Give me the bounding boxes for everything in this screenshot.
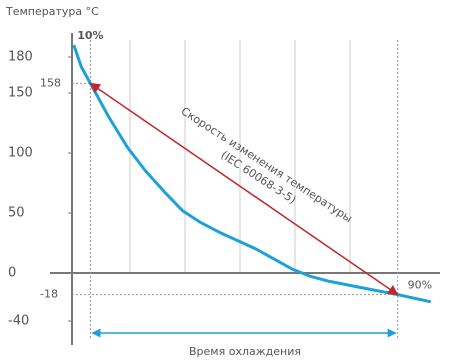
y-tick-label: 0 [8,266,16,281]
y-tick-label: 100 [8,146,33,161]
y-tick-label: 150 [8,86,33,101]
y-tick-label: 180 [8,50,33,65]
annotation-line: Скорость изменения температуры [179,105,355,226]
rate-arrow [89,82,399,296]
y-tick-label: -40 [8,314,29,329]
x-axis-label: Время охлаждения [189,345,301,358]
marker-value: 158 [40,76,61,89]
marker-label: 10% [77,29,103,42]
marker-label: 90% [408,279,432,292]
marker-value: -18 [40,288,58,301]
annotation: Скорость изменения температуры (IEC 6006… [179,105,355,226]
y-tick-label: 50 [8,206,25,221]
vertical-grid [129,40,351,273]
y-axis-label: Температура °C [5,5,99,18]
